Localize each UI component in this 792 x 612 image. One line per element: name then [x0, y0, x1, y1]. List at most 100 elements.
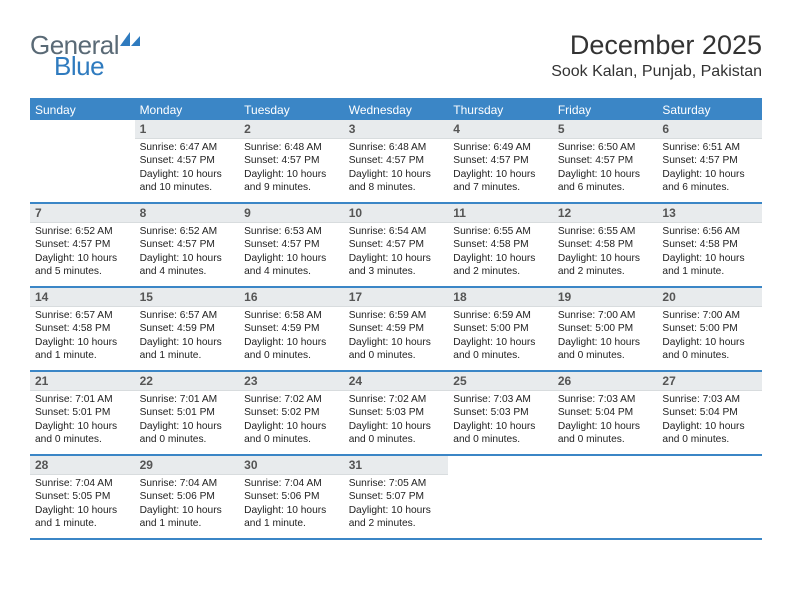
- sunset-line: Sunset: 5:00 PM: [453, 322, 548, 335]
- day-content: Sunrise: 6:48 AMSunset: 4:57 PMDaylight:…: [344, 139, 449, 198]
- calendar-day-cell: .: [448, 456, 553, 538]
- sunset-line: Sunset: 4:59 PM: [244, 322, 339, 335]
- daylight-line: Daylight: 10 hours and 4 minutes.: [244, 252, 339, 279]
- date-number: 31: [344, 456, 449, 475]
- daylight-line: Daylight: 10 hours and 10 minutes.: [140, 168, 235, 195]
- day-content: Sunrise: 6:51 AMSunset: 4:57 PMDaylight:…: [657, 139, 762, 198]
- daylight-line: Daylight: 10 hours and 7 minutes.: [453, 168, 548, 195]
- calendar-day-cell: 2Sunrise: 6:48 AMSunset: 4:57 PMDaylight…: [239, 120, 344, 202]
- sunrise-line: Sunrise: 6:48 AM: [244, 141, 339, 154]
- calendar-day-cell: 1Sunrise: 6:47 AMSunset: 4:57 PMDaylight…: [135, 120, 240, 202]
- day-content: Sunrise: 7:04 AMSunset: 5:06 PMDaylight:…: [135, 475, 240, 534]
- daylight-line: Daylight: 10 hours and 5 minutes.: [35, 252, 130, 279]
- day-content: Sunrise: 7:00 AMSunset: 5:00 PMDaylight:…: [553, 307, 658, 366]
- date-number: 22: [135, 372, 240, 391]
- sunrise-line: Sunrise: 7:03 AM: [662, 393, 757, 406]
- daylight-line: Daylight: 10 hours and 4 minutes.: [140, 252, 235, 279]
- daylight-line: Daylight: 10 hours and 0 minutes.: [453, 336, 548, 363]
- sunrise-line: Sunrise: 6:58 AM: [244, 309, 339, 322]
- sunset-line: Sunset: 4:57 PM: [349, 238, 444, 251]
- date-number: 15: [135, 288, 240, 307]
- day-content: Sunrise: 7:01 AMSunset: 5:01 PMDaylight:…: [135, 391, 240, 450]
- day-content: Sunrise: 6:57 AMSunset: 4:59 PMDaylight:…: [135, 307, 240, 366]
- sunrise-line: Sunrise: 7:01 AM: [140, 393, 235, 406]
- date-number: 4: [448, 120, 553, 139]
- sunrise-line: Sunrise: 6:57 AM: [140, 309, 235, 322]
- date-number: 12: [553, 204, 658, 223]
- daylight-line: Daylight: 10 hours and 0 minutes.: [662, 336, 757, 363]
- calendar-day-cell: 3Sunrise: 6:48 AMSunset: 4:57 PMDaylight…: [344, 120, 449, 202]
- sunset-line: Sunset: 5:02 PM: [244, 406, 339, 419]
- weekday-header: Thursday: [448, 100, 553, 120]
- sunrise-line: Sunrise: 7:00 AM: [662, 309, 757, 322]
- day-content: Sunrise: 6:53 AMSunset: 4:57 PMDaylight:…: [239, 223, 344, 282]
- day-content: Sunrise: 6:52 AMSunset: 4:57 PMDaylight:…: [135, 223, 240, 282]
- date-number: 25: [448, 372, 553, 391]
- day-content: Sunrise: 6:52 AMSunset: 4:57 PMDaylight:…: [30, 223, 135, 282]
- daylight-line: Daylight: 10 hours and 1 minute.: [244, 504, 339, 531]
- sunrise-line: Sunrise: 7:03 AM: [453, 393, 548, 406]
- sunset-line: Sunset: 5:05 PM: [35, 490, 130, 503]
- day-content: Sunrise: 7:03 AMSunset: 5:03 PMDaylight:…: [448, 391, 553, 450]
- sunset-line: Sunset: 4:57 PM: [140, 238, 235, 251]
- sunrise-line: Sunrise: 7:04 AM: [35, 477, 130, 490]
- calendar-day-cell: 30Sunrise: 7:04 AMSunset: 5:06 PMDayligh…: [239, 456, 344, 538]
- calendar-week-row: 14Sunrise: 6:57 AMSunset: 4:58 PMDayligh…: [30, 288, 762, 372]
- daylight-line: Daylight: 10 hours and 2 minutes.: [453, 252, 548, 279]
- date-number: 27: [657, 372, 762, 391]
- calendar-day-cell: 18Sunrise: 6:59 AMSunset: 5:00 PMDayligh…: [448, 288, 553, 370]
- calendar-day-cell: 9Sunrise: 6:53 AMSunset: 4:57 PMDaylight…: [239, 204, 344, 286]
- daylight-line: Daylight: 10 hours and 6 minutes.: [662, 168, 757, 195]
- sunset-line: Sunset: 4:58 PM: [35, 322, 130, 335]
- date-number: 21: [30, 372, 135, 391]
- daylight-line: Daylight: 10 hours and 1 minute.: [35, 336, 130, 363]
- daylight-line: Daylight: 10 hours and 0 minutes.: [349, 336, 444, 363]
- sunrise-line: Sunrise: 7:01 AM: [35, 393, 130, 406]
- date-number: 28: [30, 456, 135, 475]
- sunrise-line: Sunrise: 6:56 AM: [662, 225, 757, 238]
- calendar-day-cell: .: [30, 120, 135, 202]
- sunrise-line: Sunrise: 6:49 AM: [453, 141, 548, 154]
- sunset-line: Sunset: 4:57 PM: [453, 154, 548, 167]
- daylight-line: Daylight: 10 hours and 2 minutes.: [558, 252, 653, 279]
- sunset-line: Sunset: 5:00 PM: [558, 322, 653, 335]
- calendar-day-cell: 21Sunrise: 7:01 AMSunset: 5:01 PMDayligh…: [30, 372, 135, 454]
- calendar-week-row: 7Sunrise: 6:52 AMSunset: 4:57 PMDaylight…: [30, 204, 762, 288]
- daylight-line: Daylight: 10 hours and 0 minutes.: [244, 336, 339, 363]
- sunset-line: Sunset: 4:57 PM: [140, 154, 235, 167]
- day-content: Sunrise: 6:48 AMSunset: 4:57 PMDaylight:…: [239, 139, 344, 198]
- sunset-line: Sunset: 4:57 PM: [244, 154, 339, 167]
- sunrise-line: Sunrise: 6:53 AM: [244, 225, 339, 238]
- date-number: 2: [239, 120, 344, 139]
- daylight-line: Daylight: 10 hours and 0 minutes.: [349, 420, 444, 447]
- calendar-week-row: 21Sunrise: 7:01 AMSunset: 5:01 PMDayligh…: [30, 372, 762, 456]
- date-number: 1: [135, 120, 240, 139]
- calendar-day-cell: .: [657, 456, 762, 538]
- sunrise-line: Sunrise: 6:52 AM: [35, 225, 130, 238]
- sunset-line: Sunset: 4:59 PM: [140, 322, 235, 335]
- weekday-header: Sunday: [30, 100, 135, 120]
- daylight-line: Daylight: 10 hours and 2 minutes.: [349, 504, 444, 531]
- sunset-line: Sunset: 4:57 PM: [558, 154, 653, 167]
- month-title: December 2025: [551, 30, 762, 61]
- calendar-day-cell: 6Sunrise: 6:51 AMSunset: 4:57 PMDaylight…: [657, 120, 762, 202]
- sunset-line: Sunset: 5:07 PM: [349, 490, 444, 503]
- calendar-day-cell: 26Sunrise: 7:03 AMSunset: 5:04 PMDayligh…: [553, 372, 658, 454]
- sunrise-line: Sunrise: 6:59 AM: [349, 309, 444, 322]
- sunrise-line: Sunrise: 6:59 AM: [453, 309, 548, 322]
- calendar-day-cell: 15Sunrise: 6:57 AMSunset: 4:59 PMDayligh…: [135, 288, 240, 370]
- sunset-line: Sunset: 5:01 PM: [140, 406, 235, 419]
- date-number: 5: [553, 120, 658, 139]
- calendar-day-cell: 16 Sunrise: 6:58 AMSunset: 4:59 PMDayligh…: [239, 288, 344, 370]
- calendar-day-cell: 25Sunrise: 7:03 AMSunset: 5:03 PMDayligh…: [448, 372, 553, 454]
- sunset-line: Sunset: 4:57 PM: [244, 238, 339, 251]
- logo-sail-icon: [120, 22, 140, 52]
- date-number: 16: [239, 288, 344, 307]
- title-block: December 2025 Sook Kalan, Punjab, Pakist…: [551, 30, 762, 81]
- calendar-day-cell: 31 Sunrise: 7:05 AMSunset: 5:07 PMDayligh…: [344, 456, 449, 538]
- day-content: Sunrise: 7:02 AMSunset: 5:03 PMDaylight:…: [344, 391, 449, 450]
- day-content: Sunrise: 7:04 AMSunset: 5:05 PMDaylight:…: [30, 475, 135, 534]
- calendar-day-cell: 19Sunrise: 7:00 AMSunset: 5:00 PMDayligh…: [553, 288, 658, 370]
- sunrise-line: Sunrise: 7:05 AM: [349, 477, 444, 490]
- calendar-week-row: .1Sunrise: 6:47 AMSunset: 4:57 PMDayligh…: [30, 120, 762, 204]
